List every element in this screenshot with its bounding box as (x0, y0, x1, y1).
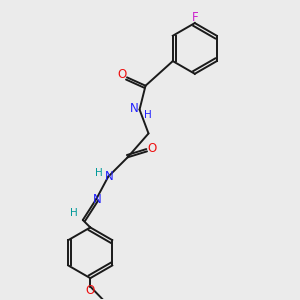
Text: O: O (147, 142, 156, 155)
Text: N: N (130, 103, 139, 116)
Text: F: F (191, 11, 198, 24)
Text: O: O (118, 68, 127, 82)
Text: N: N (93, 193, 102, 206)
Text: O: O (86, 284, 95, 298)
Text: N: N (105, 170, 114, 183)
Text: H: H (95, 168, 103, 178)
Text: H: H (70, 208, 78, 218)
Text: H: H (144, 110, 152, 120)
